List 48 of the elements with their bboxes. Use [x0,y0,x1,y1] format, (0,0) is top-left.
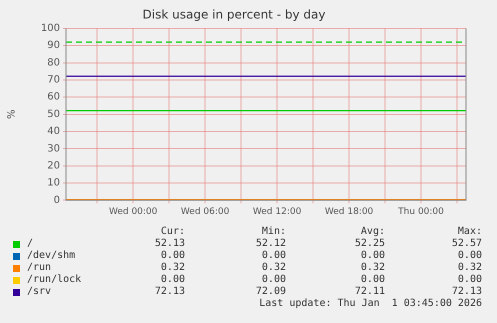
y-tick-label: 40 [47,126,60,138]
legend-label: / [27,238,34,249]
text: 0.32 [458,262,482,273]
text: Last update: Thu Jan 1 03:45:00 2026 [259,298,482,309]
y-tick-label: 70 [47,74,60,86]
text: 0.32 [360,262,385,273]
y-tick-label: 20 [47,160,60,172]
text: 52.13 [154,238,185,249]
text: Min: [262,226,286,237]
y-axis-title: % [6,110,18,120]
y-tick-label: 50 [47,108,60,120]
x-tick-label: Wed 00:00 [108,206,158,217]
x-tick-label: Wed 06:00 [180,206,230,217]
text: 0.00 [262,274,286,285]
text: 52.12 [256,238,286,249]
chart-title: Disk usage in percent - by day [142,7,326,22]
x-tick-label: Thu 00:00 [397,206,444,217]
y-tick-label: 10 [47,178,60,189]
legend-label: /dev/shm [27,250,76,261]
text: 0.32 [262,262,286,273]
text: 0.00 [360,274,385,285]
legend-label: /srv [27,286,52,297]
y-tick-label: 90 [47,40,60,52]
legend-label: /run/lock [27,274,82,285]
y-tick-label: 30 [47,143,60,154]
legend-label: /run [27,262,52,273]
text: 0.00 [458,250,482,261]
y-tick-label: 60 [47,92,60,103]
x-tick-label: Wed 12:00 [252,206,302,217]
y-tick-label: 0 [54,194,60,206]
text: 0.00 [360,250,385,261]
text: 72.13 [452,286,482,297]
text: Cur: [160,226,185,237]
text: 0.00 [160,250,185,261]
text: 0.00 [458,274,482,285]
text: 72.13 [154,286,185,297]
text: 52.57 [452,238,482,249]
text: Avg: [360,226,385,237]
text: 0.00 [262,250,286,261]
text: 0.32 [160,262,185,273]
text: 72.09 [256,286,286,297]
text: 52.25 [354,238,385,249]
y-tick-label: 100 [40,22,60,34]
y-tick-label: 80 [47,57,60,68]
x-tick-label: Wed 18:00 [324,206,374,217]
text: 72.11 [354,286,385,297]
text: Max: [458,226,482,237]
text: 0.00 [160,274,185,285]
